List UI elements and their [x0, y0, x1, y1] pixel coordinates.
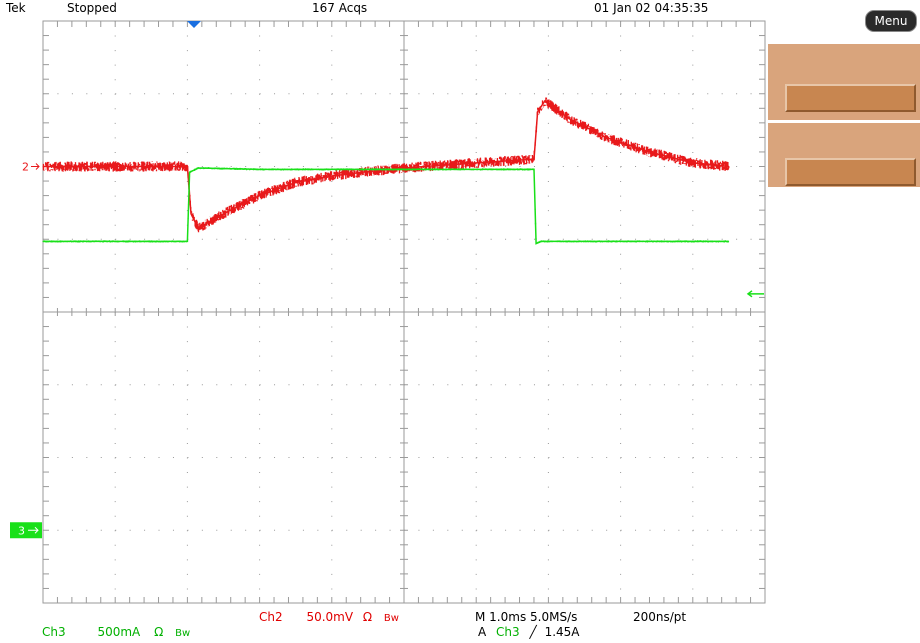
- trigger-level-icon: [746, 290, 764, 298]
- ch3-label: Ch3: [42, 625, 66, 639]
- trigger-readout: A Ch3 ╱ 1.45A: [478, 625, 580, 639]
- acquisition-count: 167 Acqs: [312, 1, 368, 15]
- ch2-marker-arrow-icon: [31, 163, 40, 170]
- ch3-marker-box: [10, 522, 42, 539]
- ch2-coupling-icon: Ω: [362, 610, 373, 624]
- ch3-waveform: [42, 167, 729, 245]
- ch2-ground-marker: 2: [22, 161, 29, 174]
- ch2-readout: Ch2 50.0mV Ω Bw: [259, 610, 399, 626]
- ch3-readout: Ch3 500mA Ω Bw: [42, 625, 190, 641]
- trigger-position-icon: [187, 21, 201, 28]
- record-length-readout: 200ns/pt: [633, 610, 687, 624]
- trigger-prefix: A: [478, 625, 487, 639]
- trigger-slope-icon: ╱: [529, 625, 537, 639]
- ch2-scale: 50.0mV: [306, 610, 354, 624]
- ch2-label: Ch2: [259, 610, 283, 624]
- ch3-ground-marker: 3: [18, 524, 25, 537]
- ch2-waveform-band: [42, 97, 730, 233]
- ch3-coupling-icon: Ω: [154, 625, 164, 639]
- ch2-bandwidth-limit: Bw: [383, 613, 399, 624]
- timebase-readout: M 1.0ms 5.0MS/s: [475, 610, 578, 624]
- markers: 23: [10, 21, 764, 539]
- ch3-bandwidth-limit: Bw: [175, 628, 191, 639]
- ch2-waveform: [43, 99, 729, 230]
- acquisition-state: Stopped: [67, 1, 117, 15]
- trigger-level: 1.45A: [544, 625, 580, 639]
- graticule: [42, 20, 766, 604]
- side-menu-button-2[interactable]: [785, 158, 916, 186]
- ch3-marker-arrow-icon: [28, 526, 39, 534]
- date-time: 01 Jan 02 04:35:35: [594, 1, 709, 15]
- side-menu-button-1[interactable]: [785, 84, 916, 112]
- menu-button[interactable]: Menu: [865, 10, 917, 32]
- trigger-channel: Ch3: [496, 625, 520, 639]
- brand-label: Tek: [6, 1, 26, 15]
- ch3-waveform-band: [42, 167, 730, 244]
- waveforms: [42, 97, 730, 245]
- ch3-scale: 500mA: [97, 625, 141, 639]
- top-status-bar: Tek Stopped 167 Acqs 01 Jan 02 04:35:35: [0, 0, 920, 16]
